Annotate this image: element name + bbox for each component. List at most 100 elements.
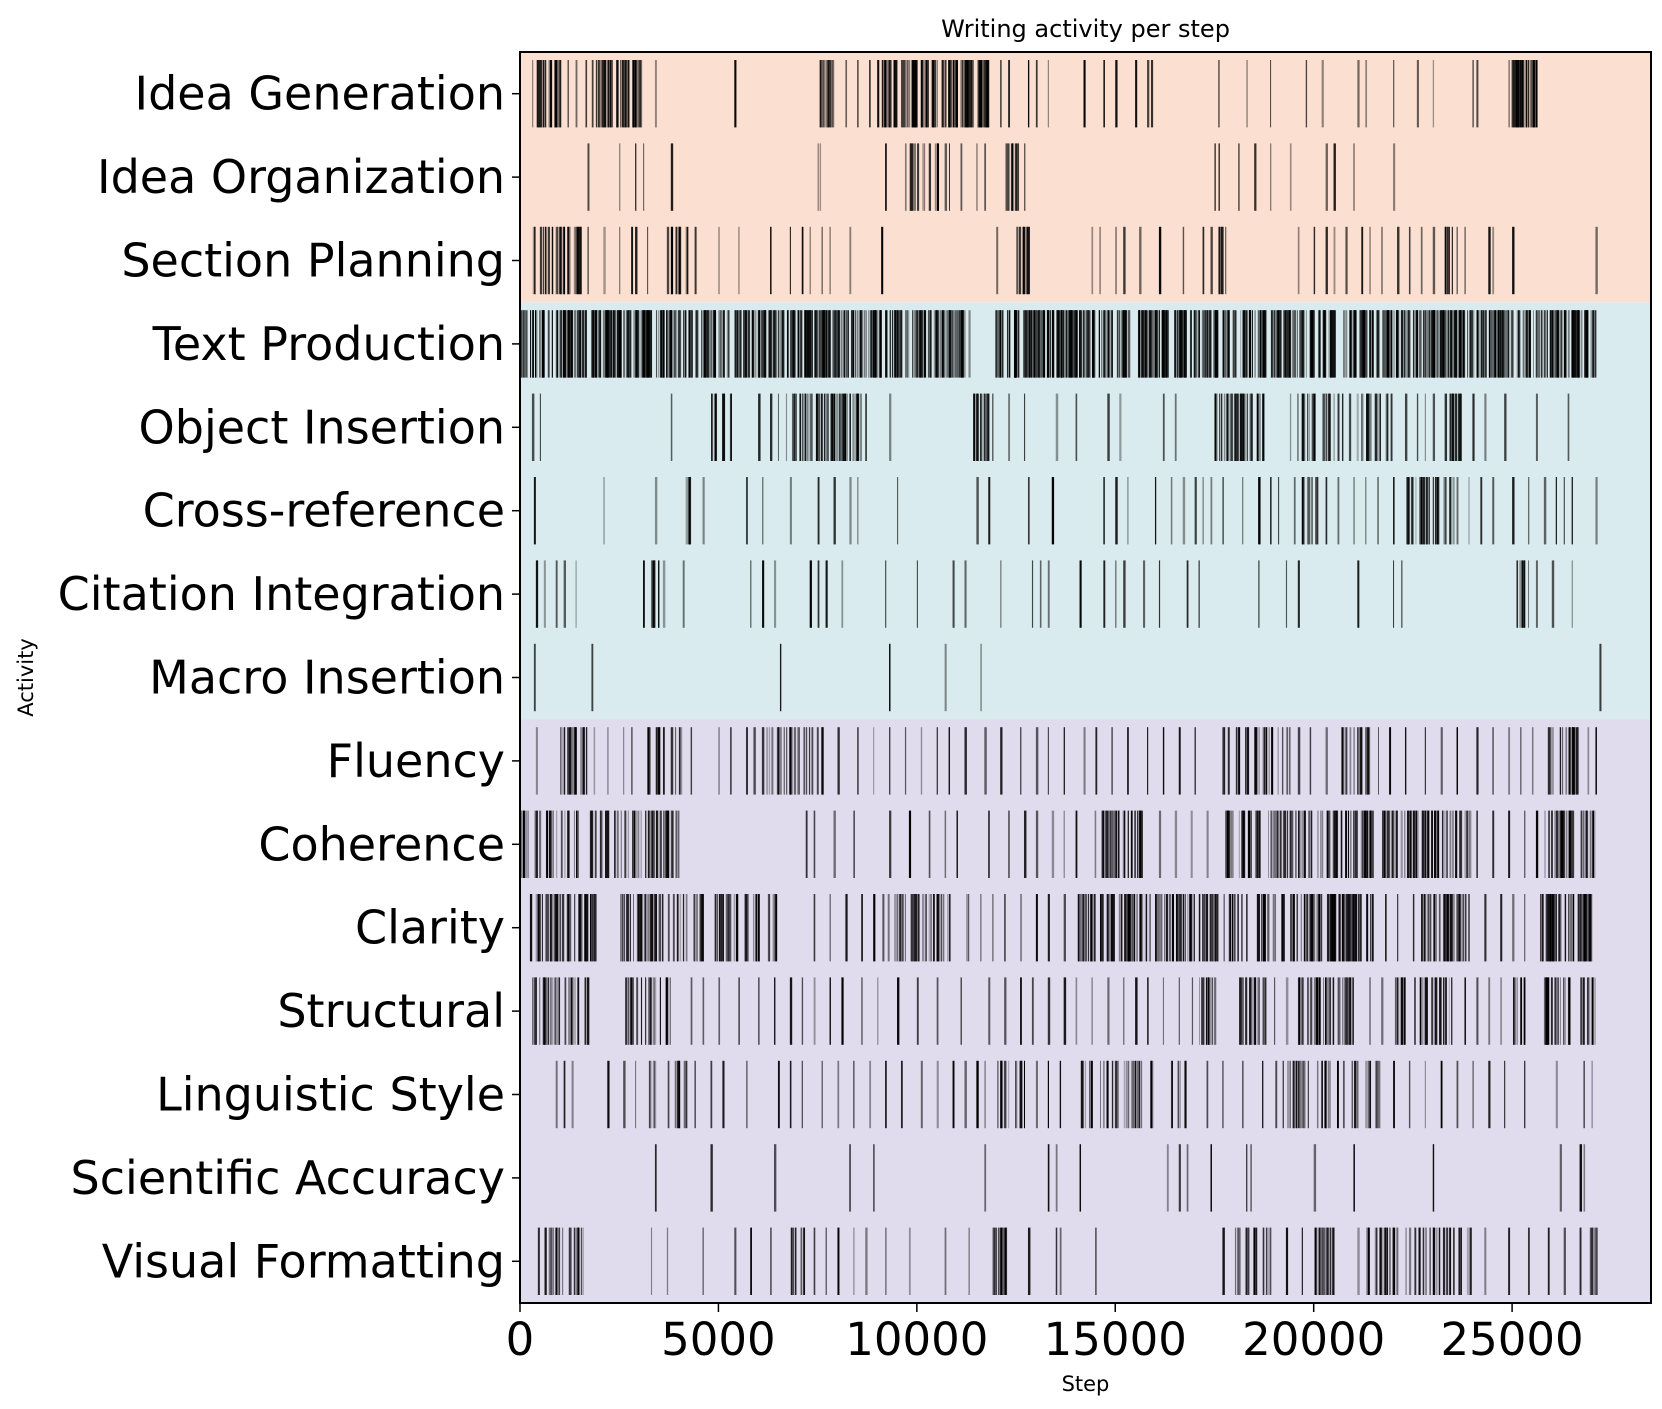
event-tick	[1393, 560, 1395, 628]
event-tick	[1438, 894, 1441, 962]
event-tick	[875, 310, 877, 378]
event-tick	[1329, 894, 1331, 962]
event-tick	[1349, 393, 1352, 461]
event-tick	[1297, 560, 1300, 628]
event-tick	[1365, 727, 1367, 795]
event-tick	[683, 310, 685, 378]
event-tick	[901, 310, 902, 378]
event-tick	[896, 894, 899, 962]
event-tick	[1327, 894, 1329, 962]
event-tick	[1214, 393, 1217, 461]
event-tick	[770, 310, 773, 378]
event-tick	[980, 894, 982, 962]
event-tick	[1367, 1227, 1369, 1295]
event-tick	[555, 1060, 558, 1129]
event-tick	[1281, 894, 1284, 962]
event-tick	[750, 560, 752, 628]
event-tick	[1194, 477, 1197, 545]
event-tick	[837, 310, 839, 378]
event-tick	[1452, 894, 1455, 962]
event-tick	[877, 310, 879, 378]
event-tick	[1472, 60, 1474, 128]
event-tick	[605, 310, 609, 378]
event-tick	[1434, 477, 1437, 545]
event-tick	[1468, 477, 1470, 545]
event-tick	[675, 226, 677, 295]
event-tick	[609, 60, 611, 128]
event-tick	[1027, 60, 1030, 128]
event-tick	[954, 310, 957, 378]
event-tick	[1256, 977, 1259, 1045]
event-tick	[1136, 894, 1138, 962]
event-tick	[1442, 810, 1443, 878]
event-tick	[1400, 810, 1403, 878]
event-tick	[1345, 977, 1349, 1045]
event-tick	[1558, 310, 1560, 378]
event-tick	[1144, 310, 1147, 378]
event-tick	[718, 977, 721, 1045]
event-tick	[853, 1227, 855, 1295]
event-tick	[1148, 894, 1151, 962]
event-tick	[1041, 310, 1043, 378]
event-tick	[571, 727, 573, 795]
event-tick	[1460, 393, 1462, 461]
event-tick	[1357, 560, 1360, 628]
event-tick	[574, 894, 576, 962]
event-tick	[897, 977, 900, 1045]
event-tick	[1429, 1227, 1430, 1295]
event-tick	[635, 310, 637, 378]
event-tick	[860, 393, 862, 461]
event-tick	[1227, 393, 1229, 461]
event-tick	[626, 60, 629, 128]
event-tick	[1240, 977, 1243, 1045]
event-tick	[1245, 393, 1247, 461]
event-tick	[1316, 894, 1319, 962]
event-tick	[1484, 1227, 1487, 1295]
event-tick	[1222, 727, 1225, 795]
event-tick	[1420, 310, 1423, 378]
event-tick	[1325, 1060, 1327, 1129]
event-tick	[653, 894, 655, 962]
event-tick	[663, 727, 665, 795]
event-tick	[1311, 810, 1313, 878]
event-tick	[1419, 977, 1422, 1045]
event-tick	[898, 894, 900, 962]
event-tick	[1455, 393, 1457, 461]
event-row-7	[533, 643, 1602, 712]
event-tick	[1031, 977, 1034, 1045]
event-tick	[1177, 1060, 1180, 1129]
event-tick	[1594, 310, 1597, 378]
event-tick	[1574, 310, 1577, 378]
event-tick	[1093, 310, 1095, 378]
event-tick	[686, 1060, 688, 1129]
event-tick	[591, 60, 594, 128]
event-tick	[1329, 393, 1332, 461]
event-tick	[1325, 393, 1327, 461]
event-tick	[523, 310, 526, 378]
event-tick	[1397, 226, 1400, 295]
event-tick	[1595, 727, 1597, 795]
event-tick	[1412, 310, 1414, 378]
event-tick	[1428, 894, 1430, 962]
event-tick	[1394, 977, 1397, 1045]
event-tick	[824, 393, 825, 461]
event-tick	[628, 977, 630, 1045]
event-tick	[1560, 894, 1562, 962]
event-tick	[592, 310, 594, 378]
event-tick	[1390, 393, 1393, 461]
event-tick	[1035, 1060, 1038, 1129]
event-tick	[535, 727, 538, 795]
event-tick	[1458, 894, 1461, 962]
event-tick	[1385, 894, 1387, 962]
event-tick	[542, 977, 545, 1045]
event-tick	[1174, 393, 1177, 461]
event-tick	[653, 977, 656, 1045]
event-tick	[860, 310, 863, 378]
event-tick	[1265, 1227, 1268, 1295]
event-tick	[1194, 310, 1197, 378]
event-tick	[817, 477, 820, 545]
event-tick	[1591, 977, 1593, 1045]
event-tick	[1323, 393, 1326, 461]
event-tick	[792, 310, 794, 378]
event-tick	[1248, 810, 1251, 878]
